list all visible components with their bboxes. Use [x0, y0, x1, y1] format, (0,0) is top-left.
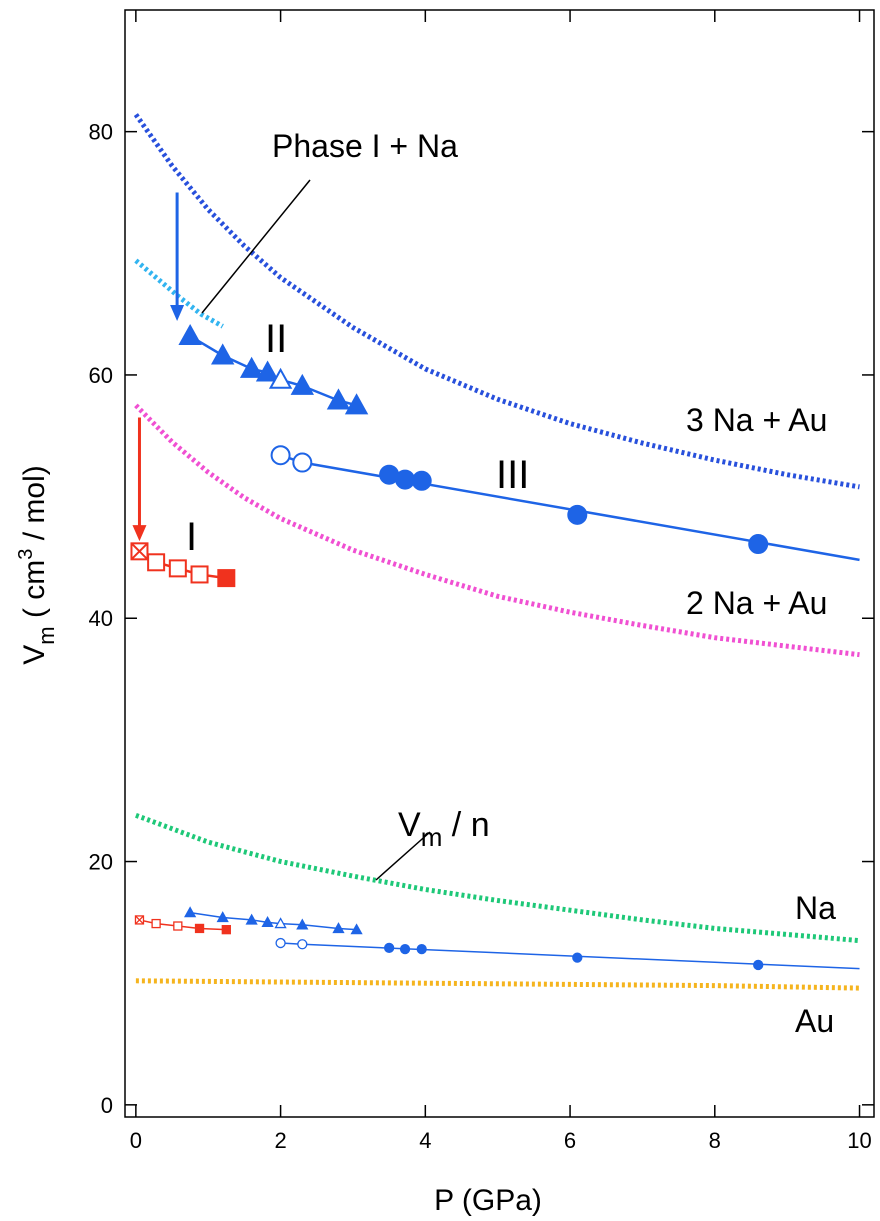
label-phase-ii: II [265, 317, 287, 361]
curve-line [133, 113, 860, 490]
data-point-triangle [245, 913, 258, 925]
data-point-circle [292, 452, 313, 473]
leader-line-vm-n [375, 831, 431, 881]
data-point-circle [399, 943, 411, 955]
data-point-triangle [296, 918, 309, 930]
data-point-circle [411, 470, 432, 491]
data-point-square [173, 921, 183, 931]
data-point-triangle [290, 373, 314, 395]
y-tick-label: 0 [101, 1093, 113, 1118]
series-connector [190, 911, 357, 931]
data-point-square [190, 565, 209, 584]
label-3na-au: 3 Na + Au [686, 402, 827, 438]
data-point-square [151, 918, 161, 929]
data-point-circle [275, 937, 286, 949]
data-point-triangle [274, 917, 287, 929]
data-point-square [168, 559, 187, 578]
data-point-triangle [350, 923, 363, 935]
data-point-square [147, 553, 166, 572]
y-tick-label: 60 [89, 363, 113, 388]
arrow-head [132, 525, 147, 542]
x-tick-label: 2 [274, 1128, 286, 1153]
curve-line [134, 258, 224, 329]
label-2na-au: 2 Na + Au [686, 585, 827, 621]
curve-line [134, 403, 860, 658]
axis-ticks: 0 2 4 6 8 10 0 20 40 60 80 [89, 10, 874, 1153]
label-phase-iii: III [496, 453, 529, 497]
data-point-triangle [332, 922, 345, 934]
label-na: Na [795, 890, 836, 926]
x-tick-label: 10 [847, 1128, 871, 1153]
data-point-triangle [184, 906, 197, 918]
label-vm-n: Vm / n [398, 806, 490, 852]
x-axis-title: P (GPa) [434, 1184, 542, 1217]
data-point-circle [748, 534, 769, 555]
data-point-circle [270, 445, 291, 466]
data-point-circle [567, 504, 588, 525]
data-point-triangle [178, 323, 202, 346]
arrows [132, 192, 185, 542]
data-point-circle [395, 469, 416, 490]
data-point-circle [297, 939, 308, 950]
y-tick-label: 40 [89, 606, 113, 631]
x-tick-label: 0 [130, 1128, 142, 1153]
label-phase-i: I [186, 515, 197, 559]
data-point-circle [383, 942, 395, 954]
data-point-triangle [255, 360, 280, 382]
data-point-square [221, 925, 231, 935]
arrow-head [170, 304, 185, 321]
data-markers [130, 323, 769, 971]
data-point-triangle [326, 388, 351, 410]
y-tick-label: 80 [89, 120, 113, 145]
y-axis-title: Vm ( cm3 / mol) [15, 465, 59, 664]
data-point-triangle [344, 393, 369, 415]
x-tick-label: 4 [419, 1128, 431, 1153]
data-point-triangle [261, 916, 274, 928]
data-point-triangle [210, 343, 235, 365]
data-point-circle [572, 952, 583, 963]
data-point-square [194, 923, 205, 934]
data-point-square [217, 569, 236, 588]
data-point-circle [416, 943, 427, 955]
reference-curves [133, 113, 860, 991]
label-au: Au [795, 1003, 834, 1039]
curve-line [135, 978, 860, 991]
data-point-triangle [239, 356, 264, 378]
label-phase-i-na: Phase I + Na [272, 128, 458, 164]
data-point-cross [130, 542, 149, 561]
data-point-circle [753, 959, 764, 971]
plot-frame [124, 9, 875, 1118]
x-tick-label: 6 [564, 1128, 576, 1153]
curve-line [135, 812, 860, 944]
data-point-triangle [268, 367, 293, 389]
data-point-triangle [216, 911, 229, 923]
x-tick-label: 8 [709, 1128, 721, 1153]
y-tick-label: 20 [89, 850, 113, 875]
leader-line-phase-i-na [201, 179, 311, 314]
data-point-cross [135, 915, 144, 925]
